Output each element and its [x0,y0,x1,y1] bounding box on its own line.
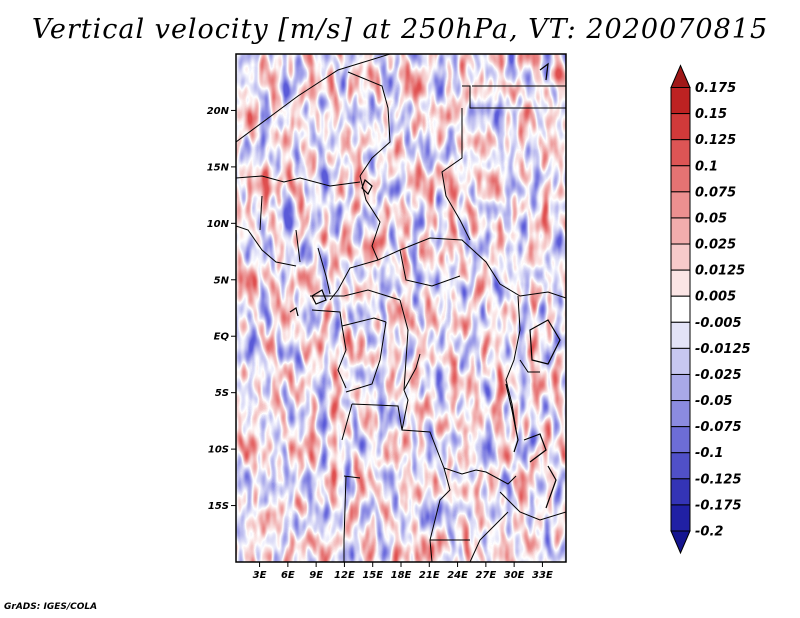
colorbar-swatch [670,64,691,88]
colorbar-swatch [670,139,691,167]
colorbar-label: -0.005 [695,316,742,331]
colorbar-label: 0.1 [695,159,718,174]
colorbar-label: -0.075 [695,420,742,435]
x-tick-label: 12E [334,570,355,581]
country-borders [236,54,566,562]
colorbar-label: 0.0125 [695,264,745,279]
x-tick-label: 21E [419,570,440,581]
colorbar-label: 0.175 [695,81,736,96]
x-tick-label: 24E [447,570,468,581]
y-tick-label: 10S [208,445,229,456]
y-axis: 20N 15N 10N 5N EQ 5S 10S 15S [207,106,236,512]
colorbar-label: 0.15 [695,107,727,122]
x-tick-label: 9E [309,570,323,581]
colorbar-label: -0.05 [695,394,732,409]
colorbar-swatch [670,113,691,141]
colorbar-label: -0.175 [695,498,742,513]
vertical-velocity-field [236,54,566,562]
y-tick-label: 5N [214,275,230,286]
colorbar-swatch [670,165,691,193]
grads-credit: GrADS: IGES/COLA [4,602,98,612]
colorbar-label: -0.2 [695,525,723,540]
colorbar-label: -0.1 [695,446,723,461]
chart-title: Vertical velocity [m/s] at 250hPa, VT: 2… [31,14,769,45]
colorbar-label: 0.075 [695,185,736,200]
colorbar-swatch [670,321,691,349]
x-tick-label: 27E [475,570,496,581]
y-tick-label: EQ [214,332,230,343]
colorbar-label: -0.025 [695,368,742,383]
y-tick-label: 15N [207,162,230,173]
colorbar-swatch [670,504,691,532]
colorbar-label: 0.125 [695,133,736,148]
colorbar-label: -0.0125 [695,342,751,357]
colorbar-swatch [670,243,691,271]
colorbar-swatch [670,191,691,219]
colorbar-swatch [670,373,691,402]
colorbar-label: -0.125 [695,472,742,487]
colorbar-swatch [670,269,691,297]
colorbar-swatch [670,530,691,555]
y-tick-label: 20N [207,106,230,117]
x-tick-label: 6E [281,570,295,581]
colorbar-label: 0.005 [695,290,736,305]
colorbar-swatch [670,400,691,428]
colorbar-label: 0.025 [695,238,736,253]
colorbar-swatch [670,295,691,323]
colorbar: 0.175 0.15 0.125 0.1 0.075 0.05 0.025 0.0125 0.0… [670,64,751,555]
y-tick-label: 5S [215,388,229,399]
colorbar-swatch [670,347,691,375]
x-tick-label: 30E [504,570,525,581]
colorbar-swatch [670,217,691,245]
x-axis: 3E 6E 9E 12E 15E 18E 21E 24E 27E 30E 33E [253,562,553,581]
colorbar-swatch [670,426,691,454]
y-tick-label: 15S [208,501,229,512]
x-tick-label: 15E [362,570,383,581]
colorbar-swatch [670,87,691,115]
colorbar-swatch [670,478,691,506]
x-tick-label: 18E [391,570,412,581]
x-tick-label: 33E [532,570,553,581]
colorbar-swatch [670,452,691,480]
y-tick-label: 10N [207,219,230,230]
x-tick-label: 3E [253,570,267,581]
colorbar-label: 0.05 [695,211,727,226]
map-panel [235,53,567,563]
lakes-coastlines [289,62,561,509]
